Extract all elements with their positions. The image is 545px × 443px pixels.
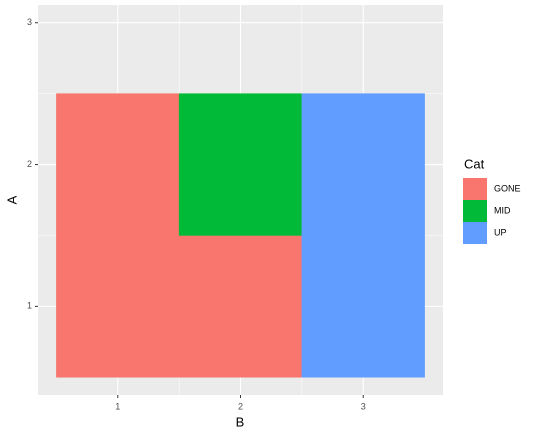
tile [56, 235, 180, 378]
legend-key [463, 222, 487, 244]
legend-label: GONE [494, 183, 521, 193]
y-axis-title: A [4, 195, 19, 204]
x-tick-label: 3 [361, 401, 366, 411]
tiles [56, 93, 425, 378]
legend-label: MID [494, 205, 511, 215]
tile [178, 93, 303, 236]
tile [56, 93, 180, 236]
y-tick-label: 3 [27, 17, 32, 27]
legend-label: UP [494, 227, 507, 237]
legend-key [463, 200, 487, 222]
tile [301, 235, 425, 378]
x-tick-label: 2 [238, 401, 243, 411]
x-axis-title: B [236, 414, 245, 429]
tile [301, 93, 425, 236]
tile [178, 235, 303, 378]
x-tick-label: 1 [115, 401, 120, 411]
y-tick-label: 2 [27, 159, 32, 169]
legend-key [463, 178, 487, 200]
y-tick-label: 1 [27, 301, 32, 311]
legend-title: Cat [464, 156, 485, 171]
